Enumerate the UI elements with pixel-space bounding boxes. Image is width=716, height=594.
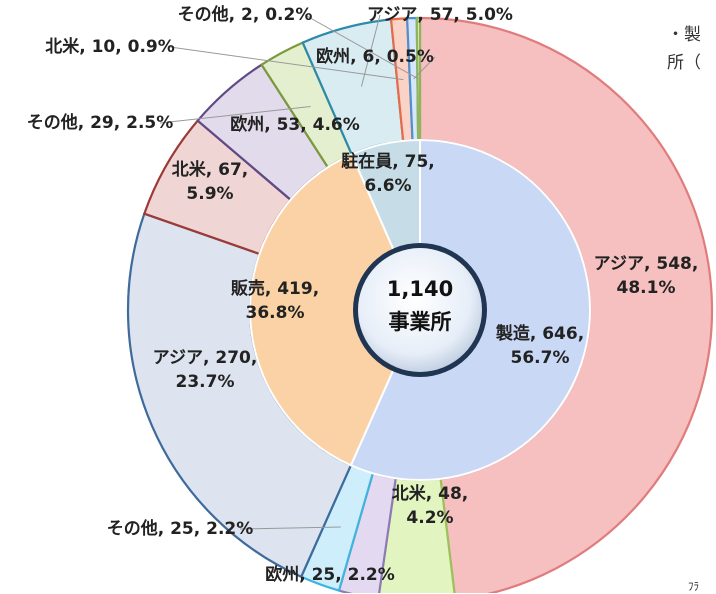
leader-line-8: [169, 46, 404, 81]
outer-slice-label-0: アジア, 548, 48.1%: [594, 254, 699, 298]
leader-line-9: [413, 56, 436, 80]
leader-lines: [159, 14, 436, 530]
slice-labels: 製造, 646, 56.7% 販売, 419, 36.8% 駐在員, 75, 6.6% アジ…: [27, 4, 699, 585]
outer-slice-label-11: アジア, 57, 5.0%: [367, 5, 513, 25]
inner-slice-label-0: 製造, 646, 56.7%: [495, 323, 584, 368]
leader-line-10: [304, 14, 419, 80]
outer-slice-label-10: その他, 2, 0.2%: [178, 4, 313, 25]
outer-slice-label-7: 欧州, 53, 4.6%: [230, 114, 360, 135]
inner-slice-label-1: 販売, 419, 36.8%: [231, 278, 319, 323]
center-total: 1,140: [387, 277, 453, 301]
outer-slice-label-1: 北米, 48, 4.2%: [392, 483, 469, 528]
center-circle: [358, 248, 482, 372]
outer-slice-label-9: 欧州, 6, 0.5%: [316, 46, 434, 67]
outer-slice-label-4: アジア, 270, 23.7%: [153, 348, 258, 392]
center-badge: 1,140 事業所: [353, 243, 487, 377]
side-note-line1: ・製: [667, 25, 701, 45]
inner-slice-label-2: 駐在員, 75, 6.6%: [341, 151, 435, 196]
side-note-line2: 所（: [667, 53, 701, 73]
leader-line-6: [159, 106, 311, 124]
outer-slice-label-2: 欧州, 25, 2.2%: [265, 564, 395, 585]
outer-slice-label-5: 北米, 67, 5.9%: [172, 159, 249, 204]
outer-slice-label-8: 北米, 10, 0.9%: [45, 36, 175, 57]
outer-slice-label-3: その他, 25, 2.2%: [107, 518, 254, 539]
footer-note: ﾌﾗ: [688, 580, 699, 593]
center-label: 事業所: [389, 310, 452, 334]
leader-line-3: [239, 526, 341, 530]
outer-slice-label-6: その他, 29, 2.5%: [27, 112, 174, 133]
